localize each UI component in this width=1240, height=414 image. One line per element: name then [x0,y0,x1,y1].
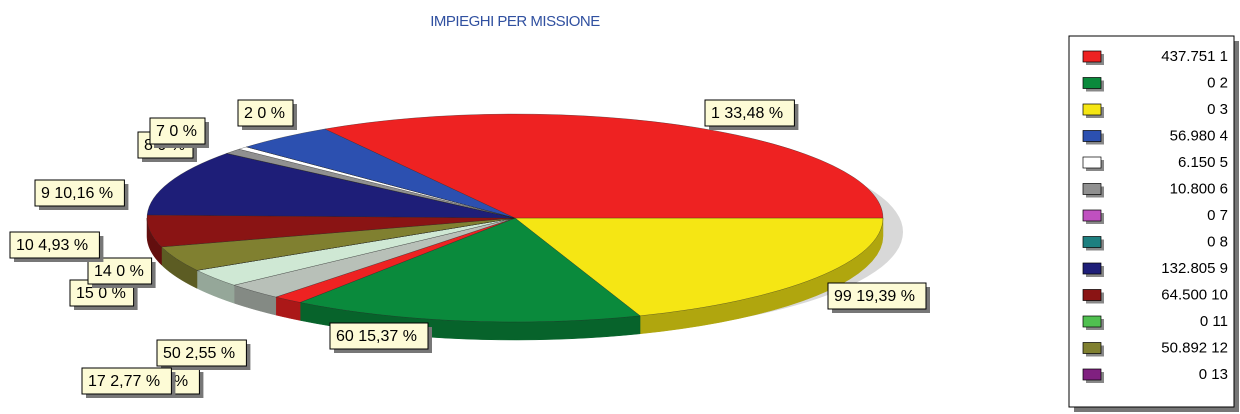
label-box [149,117,206,145]
data-label: 7 0 % [156,123,197,140]
legend-label: 50.892 12 [1161,339,1228,356]
legend-label: 6.150 5 [1178,154,1228,171]
legend-label: 0 7 [1207,207,1228,224]
legend-swatch [1082,77,1102,89]
data-label: 9 10,16 % [41,185,113,202]
data-label: 15 0 % [76,285,126,302]
legend-swatch [1082,342,1102,354]
data-label: 1 33,48 % [711,105,783,122]
label-box [827,282,927,310]
legend-label: 0 3 [1207,101,1228,118]
pie-slice [324,113,884,219]
chart-title: IMPIEGHI PER MISSIONE [430,13,600,30]
legend-swatch [1082,209,1102,222]
legend-label: 0 2 [1207,74,1228,91]
legend-label: 132.805 9 [1161,260,1228,277]
legend-swatch [1082,103,1102,116]
legend-label: 0 8 [1207,233,1228,250]
data-label: 99 19,39 % [834,288,915,305]
label-box [34,179,125,207]
label-box [156,339,247,367]
legend-swatch [1082,368,1102,381]
legend-swatch [1082,130,1102,142]
data-label: 14 0 % [94,263,144,280]
legend-label: 64.500 10 [1161,286,1228,303]
legend-swatch [1082,183,1102,195]
legend-swatch [1082,315,1102,328]
label-box [81,367,172,395]
pie-slice [514,217,884,316]
pie-slice [299,217,641,323]
data-label: 17 2,77 % [88,373,160,390]
data-label: 10 4,93 % [16,237,88,254]
legend-swatch [1082,236,1102,248]
label-box [9,231,100,259]
legend-label: 56.980 4 [1170,127,1228,144]
legend-swatch [1082,289,1102,301]
legend-swatch [1082,156,1102,169]
label-box [329,322,429,350]
data-label: 50 2,55 % [163,345,235,362]
label-box [87,257,153,285]
legend-label: 437.751 1 [1161,48,1228,65]
legend-swatch [1082,50,1102,63]
label-box [237,99,294,127]
legend-label: 10.800 6 [1170,180,1228,197]
pie-slice [146,153,516,219]
data-label: 60 15,37 % [336,328,417,345]
legend-label: 0 13 [1199,366,1228,383]
data-label: 2 0 % [244,105,285,122]
label-box [704,99,795,127]
legend-label: 0 11 [1200,313,1228,330]
legend-swatch [1082,262,1102,275]
